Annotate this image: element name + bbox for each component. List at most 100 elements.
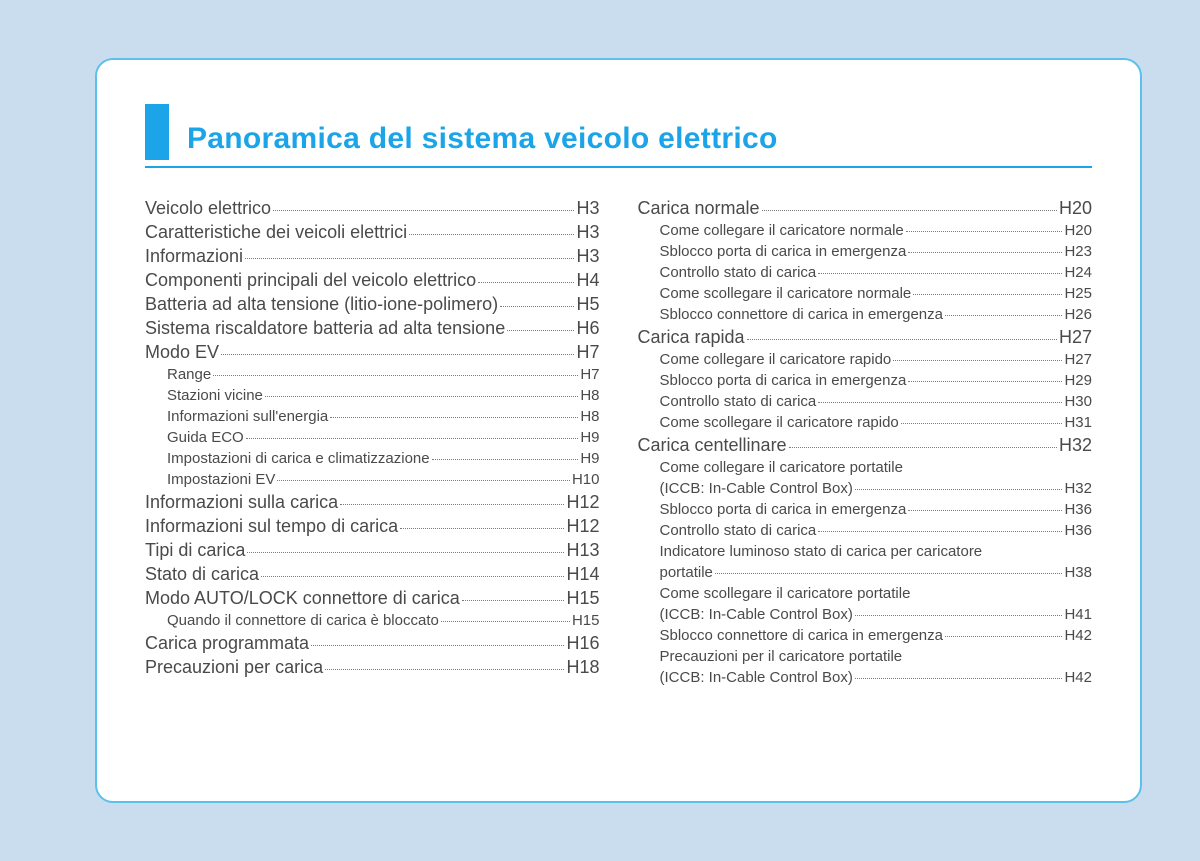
toc-label: Indicatore luminoso stato di carica per … <box>660 541 1093 562</box>
toc-page: H3 <box>576 244 599 268</box>
toc-leader <box>340 504 564 505</box>
toc-label: Sblocco connettore di carica in emergenz… <box>660 304 944 325</box>
toc-entry: Sblocco porta di carica in emergenzaH36 <box>638 499 1093 520</box>
toc-columns: Veicolo elettricoH3Caratteristiche dei v… <box>145 196 1092 688</box>
toc-label: Informazioni <box>145 244 243 268</box>
toc-leader <box>325 669 564 670</box>
toc-leader <box>855 489 1063 490</box>
toc-leader <box>441 621 570 622</box>
toc-leader <box>855 615 1063 616</box>
toc-leader <box>500 306 574 307</box>
toc-page: H32 <box>1059 433 1092 457</box>
toc-page: H18 <box>566 655 599 679</box>
toc-label: Carica programmata <box>145 631 309 655</box>
toc-leader <box>762 210 1057 211</box>
toc-leader <box>747 339 1057 340</box>
toc-page: H29 <box>1064 370 1092 391</box>
toc-entry: Sblocco connettore di carica in emergenz… <box>638 625 1093 646</box>
toc-page: H32 <box>1064 478 1092 499</box>
toc-entry: Informazioni sull'energia H8 <box>145 406 600 427</box>
toc-page: H16 <box>566 631 599 655</box>
toc-leader <box>913 294 1062 295</box>
toc-entry: Precauzioni per il caricatore portatile(… <box>638 646 1093 688</box>
toc-leader <box>245 258 574 259</box>
toc-entry: Tipi di carica H13 <box>145 538 600 562</box>
toc-entry: Impostazioni di carica e climatizzazione… <box>145 448 600 469</box>
toc-page: H7 <box>580 364 599 385</box>
toc-entry: Modo EVH7 <box>145 340 600 364</box>
toc-page: H13 <box>566 538 599 562</box>
toc-entry: Carica programmata H16 <box>145 631 600 655</box>
toc-entry: Carica normaleH20 <box>638 196 1093 220</box>
toc-label: Informazioni sull'energia <box>167 406 328 427</box>
toc-entry: Veicolo elettricoH3 <box>145 196 600 220</box>
toc-entry: Guida ECOH9 <box>145 427 600 448</box>
toc-entry: Sblocco connettore di carica in emergenz… <box>638 304 1093 325</box>
toc-entry: Controllo stato di caricaH24 <box>638 262 1093 283</box>
toc-leader <box>311 645 564 646</box>
toc-page: H42 <box>1064 667 1092 688</box>
toc-label: (ICCB: In-Cable Control Box) <box>660 667 853 688</box>
toc-label: Controllo stato di carica <box>660 520 817 541</box>
toc-column-right: Carica normaleH20Come collegare il caric… <box>638 196 1093 688</box>
toc-page: H9 <box>580 448 599 469</box>
toc-entry: Controllo stato di carica H30 <box>638 391 1093 412</box>
toc-entry: Componenti principali del veicolo elettr… <box>145 268 600 292</box>
toc-label: Informazioni sulla carica <box>145 490 338 514</box>
toc-page: H4 <box>576 268 599 292</box>
page-title: Panoramica del sistema veicolo elettrico <box>187 122 778 160</box>
toc-column-left: Veicolo elettricoH3Caratteristiche dei v… <box>145 196 600 688</box>
toc-entry: Controllo stato di carica H36 <box>638 520 1093 541</box>
toc-page: H42 <box>1064 625 1092 646</box>
toc-leader <box>221 354 574 355</box>
toc-page: H27 <box>1059 325 1092 349</box>
toc-label: Carica normale <box>638 196 760 220</box>
toc-entry: Informazioni sul tempo di caricaH12 <box>145 514 600 538</box>
toc-page: H15 <box>566 586 599 610</box>
toc-leader <box>400 528 564 529</box>
toc-leader <box>213 375 578 376</box>
toc-leader <box>247 552 564 553</box>
toc-page: H14 <box>566 562 599 586</box>
toc-page: H15 <box>572 610 600 631</box>
toc-entry: Come collegare il caricatore normaleH20 <box>638 220 1093 241</box>
toc-leader <box>432 459 579 460</box>
toc-label: Precauzioni per carica <box>145 655 323 679</box>
toc-leader <box>246 438 579 439</box>
toc-label: Controllo stato di carica <box>660 262 817 283</box>
toc-leader <box>507 330 574 331</box>
toc-label: Sblocco porta di carica in emergenza <box>660 370 907 391</box>
toc-label: Come scollegare il caricatore normale <box>660 283 912 304</box>
toc-page: H27 <box>1064 349 1092 370</box>
toc-entry: Caratteristiche dei veicoli elettriciH3 <box>145 220 600 244</box>
toc-page: H38 <box>1064 562 1092 583</box>
toc-leader <box>908 252 1062 253</box>
toc-leader <box>409 234 574 235</box>
toc-label: Controllo stato di carica <box>660 391 817 412</box>
toc-page: H30 <box>1064 391 1092 412</box>
toc-entry: Informazioni sulla carica H12 <box>145 490 600 514</box>
toc-label: Informazioni sul tempo di carica <box>145 514 398 538</box>
toc-page: H23 <box>1064 241 1092 262</box>
toc-label: Precauzioni per il caricatore portatile <box>660 646 1093 667</box>
title-accent-block <box>145 104 169 160</box>
toc-label: Come scollegare il caricatore portatile <box>660 583 1093 604</box>
toc-entry: Impostazioni EVH10 <box>145 469 600 490</box>
toc-page: H8 <box>580 406 599 427</box>
toc-leader <box>908 381 1062 382</box>
title-row: Panoramica del sistema veicolo elettrico <box>145 104 1092 160</box>
toc-entry: Come collegare il caricatore portatile(I… <box>638 457 1093 499</box>
toc-label: Tipi di carica <box>145 538 245 562</box>
toc-leader <box>277 480 570 481</box>
toc-leader <box>478 282 574 283</box>
toc-entry: Informazioni H3 <box>145 244 600 268</box>
toc-leader <box>818 531 1062 532</box>
toc-page: H12 <box>566 490 599 514</box>
toc-label: Stazioni vicine <box>167 385 263 406</box>
toc-leader <box>273 210 574 211</box>
toc-entry: Sblocco porta di carica in emergenza H29 <box>638 370 1093 391</box>
toc-page: H7 <box>576 340 599 364</box>
toc-page: H36 <box>1064 520 1092 541</box>
toc-label: (ICCB: In-Cable Control Box) <box>660 478 853 499</box>
toc-page: H31 <box>1064 412 1092 433</box>
